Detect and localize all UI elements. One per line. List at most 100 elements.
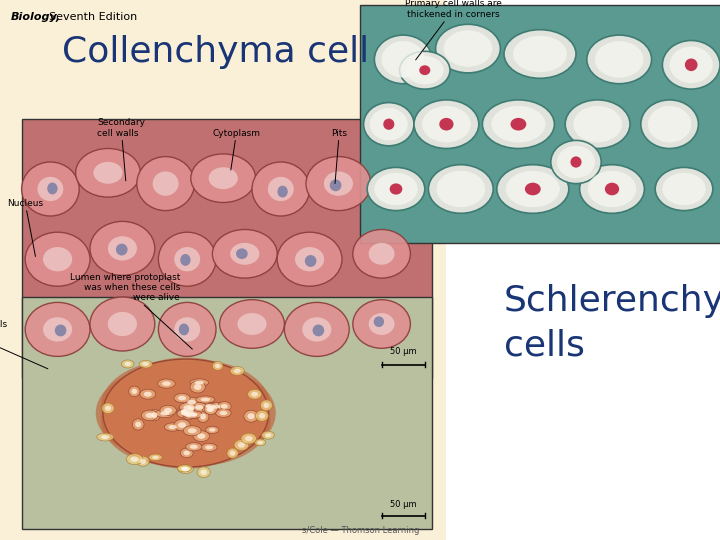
Ellipse shape: [108, 237, 137, 260]
Ellipse shape: [277, 232, 342, 286]
Ellipse shape: [174, 247, 200, 271]
Ellipse shape: [204, 403, 217, 415]
Ellipse shape: [190, 445, 198, 449]
Ellipse shape: [90, 221, 155, 275]
Ellipse shape: [252, 162, 310, 216]
Ellipse shape: [141, 410, 158, 421]
Ellipse shape: [491, 106, 546, 143]
Ellipse shape: [268, 177, 294, 201]
Ellipse shape: [207, 406, 214, 412]
Ellipse shape: [25, 232, 90, 286]
Ellipse shape: [306, 157, 371, 211]
Ellipse shape: [158, 232, 216, 286]
Ellipse shape: [193, 431, 210, 442]
Ellipse shape: [374, 173, 418, 205]
Ellipse shape: [248, 413, 255, 419]
Ellipse shape: [191, 154, 256, 202]
Text: Schlerenchyma
cells: Schlerenchyma cells: [504, 284, 720, 362]
Ellipse shape: [255, 439, 266, 446]
Ellipse shape: [187, 400, 196, 405]
Text: Collenchyma cell: Collenchyma cell: [63, 35, 369, 69]
Ellipse shape: [103, 359, 269, 467]
Ellipse shape: [212, 230, 277, 278]
Ellipse shape: [251, 392, 258, 397]
Ellipse shape: [238, 313, 266, 335]
Text: Cytoplasm: Cytoplasm: [212, 129, 261, 170]
Ellipse shape: [183, 397, 200, 407]
Ellipse shape: [144, 392, 152, 397]
Ellipse shape: [277, 186, 288, 198]
Ellipse shape: [183, 410, 194, 420]
Ellipse shape: [662, 40, 720, 89]
Ellipse shape: [188, 413, 197, 416]
Ellipse shape: [190, 379, 209, 386]
Ellipse shape: [137, 456, 149, 467]
Ellipse shape: [158, 302, 216, 356]
Ellipse shape: [261, 400, 272, 411]
Ellipse shape: [258, 413, 265, 418]
Ellipse shape: [126, 454, 143, 464]
Ellipse shape: [655, 167, 713, 211]
Ellipse shape: [177, 409, 195, 418]
Ellipse shape: [179, 323, 189, 335]
Ellipse shape: [201, 398, 210, 401]
Ellipse shape: [132, 419, 144, 430]
Ellipse shape: [670, 46, 713, 83]
Ellipse shape: [497, 165, 569, 213]
Ellipse shape: [125, 362, 131, 366]
Ellipse shape: [43, 317, 72, 342]
Ellipse shape: [181, 411, 191, 416]
Ellipse shape: [284, 302, 349, 356]
Ellipse shape: [662, 173, 706, 205]
Ellipse shape: [96, 367, 240, 459]
Ellipse shape: [188, 408, 194, 414]
Ellipse shape: [205, 404, 212, 408]
Ellipse shape: [510, 118, 526, 131]
Text: Pits: Pits: [331, 129, 347, 184]
Ellipse shape: [101, 374, 245, 466]
Ellipse shape: [230, 367, 244, 375]
Ellipse shape: [188, 428, 197, 433]
Ellipse shape: [190, 381, 205, 393]
Ellipse shape: [122, 360, 134, 368]
Ellipse shape: [178, 408, 191, 416]
Ellipse shape: [48, 183, 58, 194]
Ellipse shape: [148, 409, 160, 421]
Ellipse shape: [261, 431, 274, 439]
Ellipse shape: [570, 157, 582, 167]
Ellipse shape: [374, 316, 384, 327]
Bar: [22, 119, 432, 378]
Ellipse shape: [419, 65, 431, 75]
Ellipse shape: [194, 381, 204, 384]
Ellipse shape: [406, 56, 444, 84]
Ellipse shape: [90, 297, 155, 351]
Ellipse shape: [551, 140, 601, 184]
Ellipse shape: [164, 423, 181, 431]
Ellipse shape: [206, 426, 219, 434]
Text: 50 μm: 50 μm: [390, 347, 416, 356]
Ellipse shape: [183, 426, 201, 436]
Ellipse shape: [196, 396, 215, 403]
Ellipse shape: [436, 24, 500, 73]
Ellipse shape: [330, 179, 341, 191]
Ellipse shape: [236, 248, 248, 259]
Ellipse shape: [183, 411, 202, 418]
Ellipse shape: [168, 425, 176, 429]
Ellipse shape: [135, 422, 141, 427]
Ellipse shape: [43, 247, 72, 271]
Ellipse shape: [504, 30, 576, 78]
Ellipse shape: [587, 35, 652, 84]
Ellipse shape: [212, 361, 223, 370]
Ellipse shape: [217, 402, 231, 411]
Ellipse shape: [178, 396, 186, 401]
Ellipse shape: [525, 183, 541, 195]
Ellipse shape: [139, 360, 153, 368]
Text: Primary cell walls are
thickened in corners: Primary cell walls are thickened in corn…: [405, 0, 502, 60]
Ellipse shape: [513, 36, 567, 72]
Ellipse shape: [174, 317, 200, 342]
Ellipse shape: [245, 436, 253, 441]
Ellipse shape: [312, 325, 324, 336]
Ellipse shape: [179, 406, 191, 418]
Ellipse shape: [185, 406, 197, 417]
Ellipse shape: [230, 243, 259, 265]
